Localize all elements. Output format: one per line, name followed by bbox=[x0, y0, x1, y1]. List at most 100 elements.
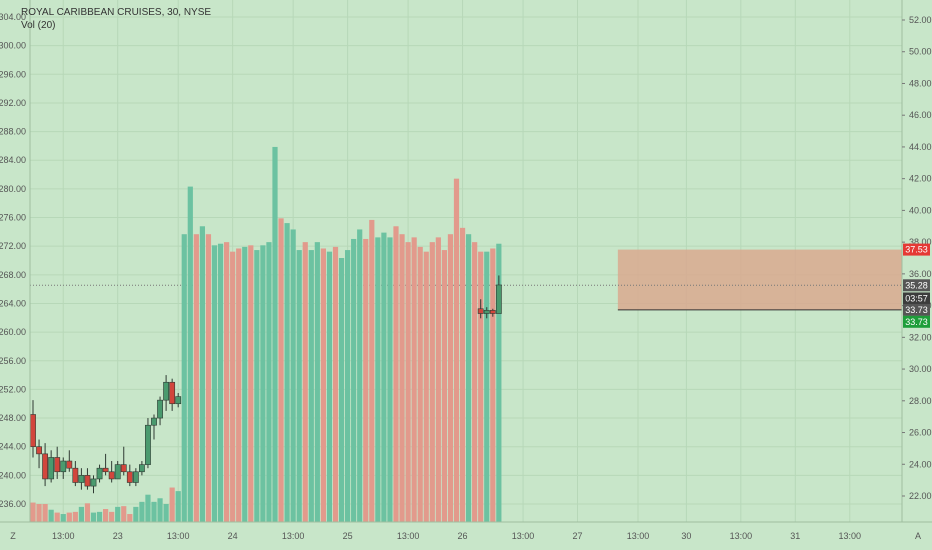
volume-bar bbox=[96, 511, 103, 522]
left-tick-label: 268.00 bbox=[0, 270, 26, 280]
left-price-axis: 304.00 300.00 296.00 292.00 288.00 284.00 280.… bbox=[0, 0, 31, 522]
time-tick-label: 23 bbox=[113, 531, 123, 541]
price-badge bbox=[903, 243, 930, 256]
volume-bar bbox=[447, 234, 454, 522]
volume-bar bbox=[459, 227, 466, 522]
right-tick-label: 40.00 bbox=[909, 205, 932, 215]
volume-bar bbox=[242, 246, 248, 523]
volume-bar bbox=[36, 504, 42, 522]
volume-bar bbox=[423, 251, 429, 523]
volume-bar bbox=[411, 237, 417, 522]
right-tick-label: 30.00 bbox=[909, 364, 932, 374]
volume-bar bbox=[363, 238, 369, 522]
time-tick-label: 30 bbox=[681, 531, 691, 541]
left-tick-label: 276.00 bbox=[0, 213, 26, 223]
left-tick-label: 304.00 bbox=[0, 12, 26, 22]
price-badge bbox=[903, 292, 930, 305]
volume-bar bbox=[490, 248, 496, 523]
candle-body bbox=[54, 457, 61, 473]
time-tick-label: 27 bbox=[572, 531, 582, 541]
volume-bar bbox=[351, 238, 357, 522]
volume-bar bbox=[205, 234, 212, 522]
right-tick-label: 50.00 bbox=[909, 47, 932, 57]
candle-body bbox=[60, 460, 67, 473]
right-tick-label: 26.00 bbox=[909, 428, 932, 438]
right-tick-label: 42.00 bbox=[909, 174, 932, 184]
volume-bar bbox=[314, 242, 320, 522]
right-tick-label: 36.00 bbox=[909, 269, 932, 279]
right-tick-label: 28.00 bbox=[909, 396, 932, 406]
volume-bar bbox=[441, 250, 447, 523]
volume-bar bbox=[84, 503, 91, 522]
volume-bar bbox=[193, 234, 199, 522]
price-badge-label: 35.28 bbox=[905, 280, 928, 290]
time-tick-label: 13:00 bbox=[167, 531, 190, 541]
volume-bar bbox=[175, 491, 181, 522]
price-badge-label: 03:57 bbox=[905, 293, 928, 303]
volume-bar bbox=[157, 498, 163, 522]
volume-bar bbox=[260, 245, 266, 522]
right-price-axis[interactable]: 52.00 50.00 48.00 46.00 44.00 42.00 40.00 38.00… bbox=[901, 0, 932, 522]
left-tick-label: 272.00 bbox=[0, 241, 26, 251]
time-tick-label: 13:00 bbox=[282, 531, 305, 541]
candle-body bbox=[36, 446, 42, 455]
left-tick-label: 236.00 bbox=[0, 499, 26, 509]
price-badge-label: 37.53 bbox=[905, 245, 928, 255]
right-tick-label: 24.00 bbox=[909, 459, 932, 469]
candle-body bbox=[102, 467, 109, 473]
volume-bar bbox=[224, 242, 230, 522]
volume-bar bbox=[308, 250, 314, 523]
left-tick-label: 288.00 bbox=[0, 127, 26, 137]
volume-bar bbox=[127, 514, 133, 522]
candle-body bbox=[169, 381, 176, 405]
candle-body bbox=[72, 467, 79, 483]
left-tick-label: 300.00 bbox=[0, 41, 26, 51]
time-axis[interactable]: 13:00 23 13:00 24 13:00 25 13:00 26 13:00 27 13:00… bbox=[0, 521, 932, 541]
right-tick-label: 48.00 bbox=[909, 78, 932, 88]
left-tick-label: 260.00 bbox=[0, 327, 26, 337]
right-tick-label: 44.00 bbox=[909, 142, 932, 152]
candle-body bbox=[489, 310, 496, 314]
right-tick-label: 22.00 bbox=[909, 491, 932, 501]
price-badges: 37.53 35.28 03:57 33.73 33.73 bbox=[903, 243, 930, 328]
price-badge-label: 33.73 bbox=[905, 317, 928, 327]
volume-bar bbox=[66, 512, 72, 522]
volume-bar bbox=[169, 487, 175, 522]
volume-bar bbox=[151, 501, 157, 522]
candle-body bbox=[30, 414, 36, 448]
candle-body bbox=[126, 471, 133, 483]
volume-bar bbox=[30, 502, 36, 522]
volume-bar bbox=[399, 234, 405, 522]
zoom-icon[interactable]: Z bbox=[10, 531, 16, 541]
time-tick-label: 24 bbox=[228, 531, 238, 541]
candle-body bbox=[157, 399, 163, 419]
auto-scale-icon[interactable]: A bbox=[915, 531, 921, 541]
volume-bar bbox=[109, 511, 115, 522]
candle-body bbox=[120, 464, 127, 473]
candle-body bbox=[163, 381, 169, 401]
volume-bar bbox=[429, 242, 435, 522]
chart-legend: ROYAL CARIBBEAN CRUISES, 30, NYSE Vol (2… bbox=[21, 6, 211, 32]
volume-bar bbox=[211, 245, 218, 522]
left-tick-label: 280.00 bbox=[0, 184, 26, 194]
candle-body bbox=[477, 308, 484, 314]
right-tick-label: 46.00 bbox=[909, 110, 932, 120]
volume-bar bbox=[60, 514, 66, 522]
symbol-title[interactable]: ROYAL CARIBBEAN CRUISES, 30, NYSE bbox=[21, 7, 212, 18]
volume-indicator-label[interactable]: Vol (20) bbox=[21, 20, 56, 31]
volume-bar bbox=[248, 245, 254, 522]
volume-bar bbox=[272, 146, 278, 522]
volume-bars bbox=[30, 146, 502, 523]
volume-bar bbox=[290, 229, 296, 522]
left-tick-label: 248.00 bbox=[0, 413, 26, 423]
volume-bar bbox=[121, 506, 127, 522]
time-tick-label: 13:00 bbox=[627, 531, 650, 541]
right-tick-label: 38.00 bbox=[909, 237, 932, 247]
volume-bar bbox=[345, 250, 351, 523]
time-tick-label: 13:00 bbox=[52, 531, 75, 541]
volume-bar bbox=[42, 504, 48, 522]
candle-body bbox=[96, 467, 103, 480]
volume-bar bbox=[54, 512, 60, 522]
